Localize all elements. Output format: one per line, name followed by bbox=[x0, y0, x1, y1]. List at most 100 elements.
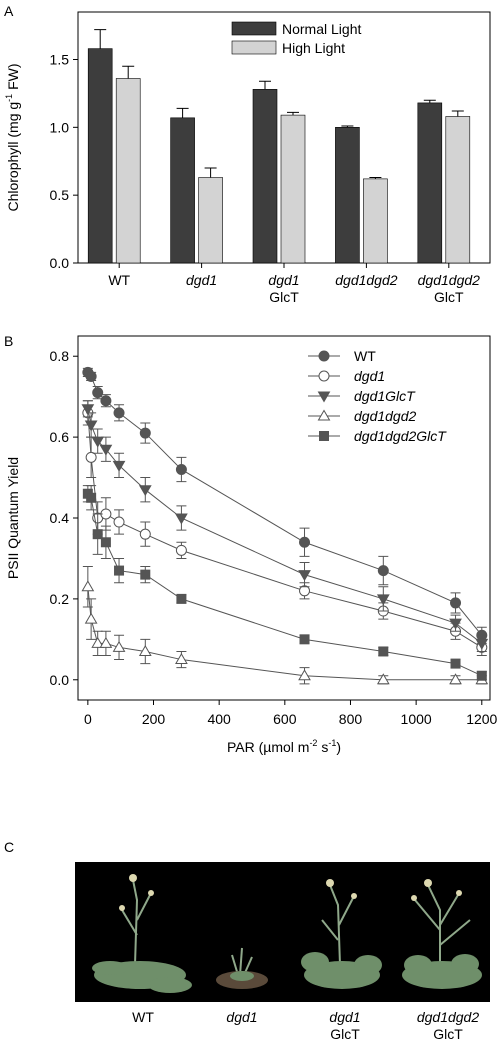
marker bbox=[86, 492, 97, 503]
marker bbox=[175, 653, 188, 665]
label-line: dgd1 bbox=[268, 272, 299, 288]
error-bar bbox=[369, 177, 382, 179]
marker bbox=[85, 451, 97, 463]
marker bbox=[100, 395, 112, 407]
marker bbox=[175, 463, 187, 475]
error-bar bbox=[341, 125, 354, 128]
superscript: -1 bbox=[328, 738, 336, 748]
error-bar bbox=[259, 80, 271, 90]
marker bbox=[299, 585, 311, 597]
superscript: -2 bbox=[309, 738, 317, 748]
marker bbox=[378, 646, 389, 657]
marker bbox=[113, 516, 125, 528]
plot-frame bbox=[77, 335, 491, 701]
plant-rosettes bbox=[92, 952, 482, 993]
legend-swatch bbox=[231, 21, 277, 36]
x-tick-label: 800 bbox=[339, 711, 363, 727]
y-tick-label: 0.0 bbox=[50, 672, 70, 688]
y-tick-label: 1.0 bbox=[50, 119, 70, 135]
legend-label: Normal Light bbox=[282, 21, 361, 37]
label-line: dgd1 bbox=[186, 272, 217, 288]
marker bbox=[298, 570, 311, 582]
marker bbox=[112, 640, 126, 652]
y-axis-label: PSII Quantum Yield bbox=[5, 457, 21, 579]
marker bbox=[112, 460, 126, 472]
marker bbox=[298, 669, 311, 681]
error-bar bbox=[176, 107, 189, 118]
marker bbox=[175, 544, 187, 556]
marker bbox=[99, 636, 113, 648]
label-line: GlcT bbox=[269, 289, 299, 305]
marker bbox=[450, 597, 462, 609]
label-line: WT bbox=[132, 1009, 154, 1025]
marker bbox=[449, 618, 462, 630]
photo bbox=[75, 862, 490, 1002]
x-axis-label: PAR (µmol m-2 s-1) bbox=[227, 738, 341, 755]
bar bbox=[445, 116, 471, 264]
y-tick-label: 0.6 bbox=[50, 429, 70, 445]
superscript: -1 bbox=[4, 94, 14, 102]
legend-label: dgd1dgd2GlcT bbox=[354, 428, 447, 444]
label-line: GlcT bbox=[434, 289, 464, 305]
label-line: dgd1dgd2 bbox=[335, 272, 398, 288]
x-tick-label: 600 bbox=[273, 711, 297, 727]
legend-swatch bbox=[231, 40, 277, 55]
panel-label: C bbox=[4, 839, 14, 855]
legend-label: High Light bbox=[282, 40, 345, 56]
photo-caption: dgd1 GlcT bbox=[329, 1009, 360, 1042]
panel-label: A bbox=[4, 3, 14, 19]
label-line: dgd1 bbox=[329, 1009, 360, 1025]
photo-caption: dgd1dgd2 GlcT bbox=[417, 1009, 480, 1042]
label-part: Chlorophyll (mg g bbox=[5, 102, 21, 212]
label-part: FW) bbox=[5, 63, 21, 93]
y-axis-label: Chlorophyll (mg g-1 FW) bbox=[4, 63, 21, 211]
marker bbox=[91, 436, 105, 448]
x-tick-label: 0 bbox=[84, 711, 92, 727]
bar bbox=[363, 178, 388, 264]
marker bbox=[299, 536, 311, 548]
bar bbox=[417, 102, 443, 264]
bar bbox=[280, 114, 306, 264]
marker bbox=[317, 391, 331, 403]
marker bbox=[319, 431, 329, 441]
bar bbox=[335, 127, 360, 264]
plant-stems bbox=[121, 879, 471, 976]
label-line: dgd1 bbox=[226, 1009, 257, 1025]
error-bar bbox=[423, 99, 436, 103]
x-tick-label: dgd1dgd2 GlcT bbox=[418, 272, 481, 305]
marker bbox=[318, 370, 330, 382]
legend-label: dgd1 bbox=[354, 368, 385, 384]
y-tick-label: 0.8 bbox=[50, 348, 70, 364]
marker bbox=[176, 593, 187, 604]
x-tick-label: 1000 bbox=[401, 711, 432, 727]
photo-caption: dgd1 bbox=[226, 1009, 257, 1025]
legend-label: dgd1dgd2 bbox=[354, 408, 417, 424]
legend-label: dgd1GlcT bbox=[354, 388, 416, 404]
y-tick-label: 1.5 bbox=[50, 51, 70, 67]
y-tick-label: 0.5 bbox=[50, 187, 70, 203]
marker bbox=[99, 444, 113, 456]
marker bbox=[138, 485, 152, 497]
label-part: ) bbox=[336, 739, 341, 755]
series-line bbox=[87, 372, 483, 636]
label-line: dgd1dgd2 bbox=[418, 272, 481, 288]
x-tick-label: dgd1 bbox=[186, 272, 217, 288]
bar bbox=[198, 177, 223, 264]
bar bbox=[115, 78, 141, 264]
error-bar bbox=[287, 111, 299, 116]
marker bbox=[450, 658, 461, 669]
marker bbox=[476, 670, 487, 681]
marker bbox=[100, 537, 111, 548]
bar bbox=[87, 48, 113, 264]
marker bbox=[138, 644, 152, 656]
bar bbox=[252, 89, 278, 264]
marker bbox=[139, 528, 151, 540]
x-tick-label: WT bbox=[108, 272, 130, 288]
x-tick-label: 400 bbox=[207, 711, 231, 727]
marker bbox=[81, 580, 95, 592]
marker bbox=[449, 673, 462, 685]
marker bbox=[376, 673, 390, 685]
error-bar bbox=[122, 65, 135, 79]
label-line: dgd1dgd2 bbox=[417, 1009, 480, 1025]
